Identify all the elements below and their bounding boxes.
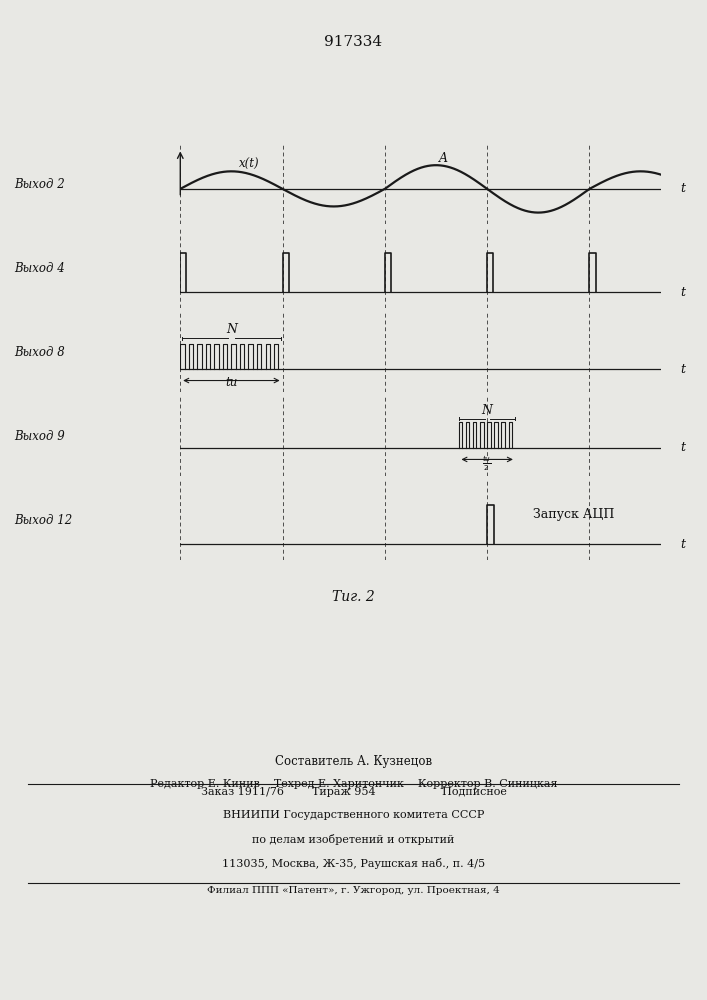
Text: t: t — [680, 182, 685, 195]
Text: 113035, Москва, Ж-35, Раушская наб., п. 4/5: 113035, Москва, Ж-35, Раушская наб., п. … — [222, 858, 485, 869]
Text: по делам изобретений и открытий: по делам изобретений и открытий — [252, 834, 455, 845]
Text: Запуск АЦП: Запуск АЦП — [533, 508, 614, 521]
Text: Выход 8: Выход 8 — [14, 346, 65, 359]
Text: t: t — [680, 286, 685, 299]
Text: Τиг. 2: Τиг. 2 — [332, 590, 375, 604]
Text: Заказ 1911/76        Тираж 954                   Подписное: Заказ 1911/76 Тираж 954 Подписное — [201, 787, 506, 797]
Text: N: N — [481, 404, 493, 417]
Text: t: t — [680, 441, 685, 454]
Text: 917334: 917334 — [325, 35, 382, 49]
Text: Выход 9: Выход 9 — [14, 430, 65, 443]
Text: Выход 4: Выход 4 — [14, 262, 65, 275]
Text: Выход 12: Выход 12 — [14, 514, 72, 527]
Text: t: t — [680, 538, 685, 551]
Text: $\frac{tu}{2}$: $\frac{tu}{2}$ — [482, 454, 492, 473]
Text: Выход 2: Выход 2 — [14, 178, 65, 191]
Text: N: N — [226, 323, 237, 336]
Text: A: A — [438, 152, 448, 165]
Text: t: t — [680, 363, 685, 376]
Text: x(t): x(t) — [239, 158, 259, 171]
Text: Составитель А. Кузнецов: Составитель А. Кузнецов — [275, 755, 432, 768]
Text: Филиал ППП «Патент», г. Ужгород, ул. Проектная, 4: Филиал ППП «Патент», г. Ужгород, ул. Про… — [207, 886, 500, 895]
Text: tu: tu — [226, 376, 238, 389]
Text: Редактор Е. Кинив    Техред Е. Харитончик    Корректор В. Синицкая: Редактор Е. Кинив Техред Е. Харитончик К… — [150, 779, 557, 789]
Text: ВНИИПИ Государственного комитета СССР: ВНИИПИ Государственного комитета СССР — [223, 810, 484, 820]
